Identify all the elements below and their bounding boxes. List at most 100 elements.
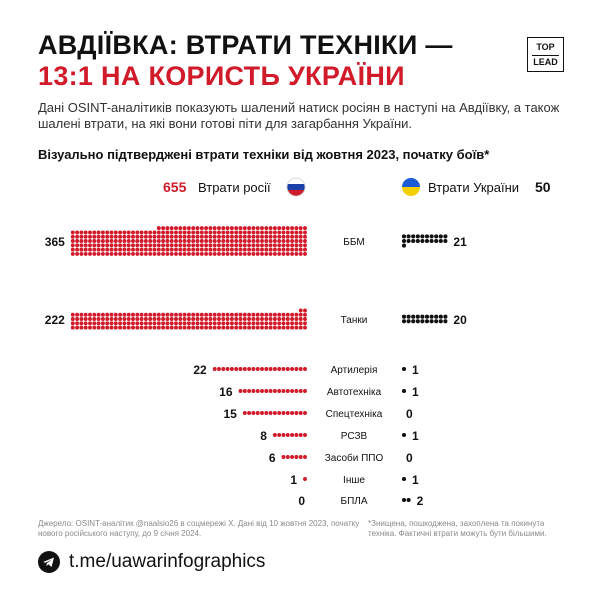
russia-loss-dot bbox=[247, 247, 252, 252]
russia-loss-dot bbox=[255, 230, 260, 235]
russia-loss-dot bbox=[92, 230, 97, 235]
russia-loss-dot bbox=[303, 367, 307, 371]
russia-loss-dot bbox=[251, 317, 256, 321]
russia-loss-dot bbox=[100, 243, 105, 248]
russia-loss-dot bbox=[122, 239, 127, 243]
russia-loss-dot bbox=[247, 321, 252, 326]
russia-loss-dot bbox=[264, 321, 269, 326]
telegram-icon[interactable] bbox=[38, 551, 60, 573]
russia-loss-dot bbox=[229, 239, 234, 243]
russia-loss-dot bbox=[281, 234, 286, 239]
russia-loss-dot bbox=[165, 243, 170, 248]
russia-loss-dot bbox=[148, 325, 153, 330]
russia-loss-dot bbox=[161, 321, 166, 326]
russia-loss-dot bbox=[148, 239, 153, 243]
russia-loss-dot bbox=[217, 367, 221, 371]
russia-loss-dot bbox=[217, 317, 221, 321]
russia-loss-dot bbox=[100, 312, 105, 317]
russia-loss-dot bbox=[113, 234, 118, 239]
russia-loss-dot bbox=[290, 317, 295, 321]
russia-loss-dot bbox=[225, 312, 230, 317]
russia-loss-dot bbox=[92, 251, 97, 256]
russia-loss-dot bbox=[131, 239, 135, 243]
russia-loss-dot bbox=[88, 239, 92, 243]
russia-loss-dot bbox=[247, 317, 252, 321]
russia-loss-dot bbox=[272, 317, 277, 321]
russia-loss-dot bbox=[178, 243, 183, 248]
russia-loss-dot bbox=[195, 317, 200, 321]
russia-loss-dot bbox=[191, 230, 196, 235]
russia-loss-dot bbox=[217, 243, 221, 248]
russia-loss-dot bbox=[135, 321, 140, 326]
russia-loss-dot bbox=[139, 243, 144, 248]
russia-loss-dot bbox=[169, 226, 174, 231]
russia-loss-dot bbox=[186, 243, 191, 248]
russia-loss-dot bbox=[251, 234, 256, 239]
russia-loss-dot bbox=[113, 251, 118, 256]
russia-loss-dot bbox=[122, 325, 127, 330]
ukraine-loss-dot bbox=[411, 238, 416, 244]
title-line-2: 13:1 НА КОРИСТЬ УКРАЇНИ bbox=[38, 61, 405, 91]
russia-loss-dot bbox=[131, 321, 135, 326]
russia-loss-dot bbox=[174, 243, 178, 248]
russia-loss-dot bbox=[70, 251, 75, 256]
russia-loss-dot bbox=[303, 251, 307, 256]
russia-loss-dot bbox=[135, 312, 140, 317]
russia-loss-dot bbox=[234, 247, 239, 252]
russia-loss-dot bbox=[247, 226, 252, 231]
russia-loss-dot bbox=[281, 325, 286, 330]
russia-loss-dot bbox=[247, 230, 252, 235]
russia-loss-dot bbox=[247, 367, 252, 371]
russia-loss-dot bbox=[303, 433, 307, 437]
russia-loss-dot bbox=[285, 243, 290, 248]
russia-loss-dot bbox=[281, 411, 286, 415]
russia-loss-dot bbox=[290, 226, 295, 231]
telegram-link[interactable]: t.me/uawarinfographics bbox=[69, 551, 266, 572]
ukraine-value-label: 0 bbox=[406, 451, 413, 465]
russia-loss-dot bbox=[148, 234, 153, 239]
russia-loss-dot bbox=[303, 325, 307, 330]
russia-loss-dot bbox=[285, 433, 290, 437]
russia-loss-dot bbox=[204, 321, 209, 326]
russia-loss-dot bbox=[272, 411, 277, 415]
russia-loss-dot bbox=[79, 230, 84, 235]
russia-loss-dot bbox=[83, 234, 88, 239]
russia-loss-dot bbox=[285, 247, 290, 252]
russia-loss-dot bbox=[139, 239, 144, 243]
russia-loss-dot bbox=[238, 234, 243, 239]
russia-loss-dot bbox=[268, 234, 273, 239]
russia-loss-dot bbox=[83, 325, 88, 330]
ukraine-loss-dot bbox=[429, 234, 434, 239]
russia-loss-dot bbox=[96, 239, 101, 243]
russia-loss-dot bbox=[135, 325, 140, 330]
russia-loss-dot bbox=[186, 226, 191, 231]
russia-loss-dot bbox=[294, 317, 299, 321]
russia-loss-dot bbox=[290, 251, 295, 256]
category-label: Спецтехніка bbox=[326, 409, 383, 420]
russia-loss-dot bbox=[70, 243, 75, 248]
russia-loss-dot bbox=[118, 321, 123, 326]
russia-loss-dot bbox=[169, 317, 174, 321]
russia-loss-dot bbox=[195, 230, 200, 235]
russia-loss-dot bbox=[225, 230, 230, 235]
russia-loss-dot bbox=[122, 234, 127, 239]
russia-loss-dot bbox=[83, 251, 88, 256]
russia-loss-dot bbox=[105, 234, 110, 239]
russia-loss-dot bbox=[96, 251, 101, 256]
russia-loss-dot bbox=[156, 226, 161, 231]
russia-loss-dot bbox=[131, 317, 135, 321]
ukraine-loss-dot bbox=[415, 234, 420, 239]
russia-loss-dot bbox=[70, 325, 75, 330]
ukraine-loss-dot bbox=[438, 314, 443, 319]
russia-loss-dot bbox=[294, 455, 299, 459]
russia-loss-dot bbox=[290, 411, 295, 415]
ukraine-loss-dot bbox=[401, 238, 407, 244]
russia-loss-dot bbox=[118, 325, 123, 330]
russia-loss-dot bbox=[264, 226, 269, 231]
russia-loss-dot bbox=[118, 317, 123, 321]
russia-loss-dot bbox=[212, 230, 217, 235]
russia-loss-dot bbox=[143, 312, 148, 317]
russia-loss-dot bbox=[143, 234, 148, 239]
russia-loss-dot bbox=[277, 234, 282, 239]
russia-loss-dot bbox=[178, 317, 183, 321]
